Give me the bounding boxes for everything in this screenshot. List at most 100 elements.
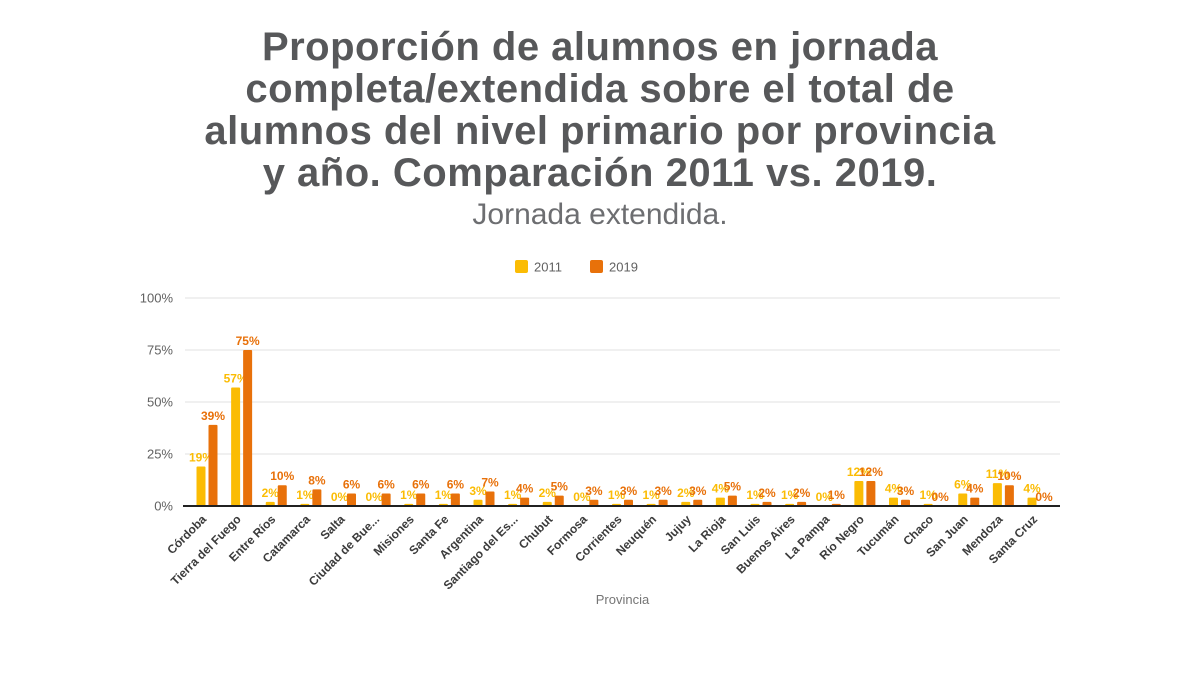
- bar-2019: [797, 501, 807, 506]
- bar-label-2019: 0%: [1035, 490, 1053, 504]
- bar-label-2019: 6%: [447, 478, 465, 492]
- bar-2019: [762, 501, 772, 506]
- bar-chart-svg: 0%25%50%75%100%19%39%57%75%2%10%1%8%0%6%…: [140, 260, 1060, 607]
- bar-2019: [277, 485, 287, 506]
- bar-label-2011: 0%: [331, 490, 349, 504]
- bar-2011: [231, 387, 241, 506]
- bar-2019: [312, 489, 322, 506]
- chart-title: Proporción de alumnos en jornada complet…: [204, 25, 996, 195]
- legend-swatch-2019: [590, 260, 603, 273]
- bar-label-2019: 3%: [897, 484, 915, 498]
- bar-2011: [958, 493, 968, 506]
- bar-label-2019: 75%: [236, 334, 260, 348]
- y-tick-label: 0%: [154, 499, 173, 514]
- bar-label-2019: 39%: [201, 409, 225, 423]
- bar-label-2019: 5%: [551, 480, 569, 494]
- bar-2019: [243, 350, 253, 506]
- bar-label-2011: 12%: [847, 465, 871, 479]
- bar-2019: [589, 499, 599, 506]
- bar-label-2011: 2%: [539, 486, 557, 500]
- bar-2019: [727, 495, 737, 506]
- bar-2019: [450, 493, 460, 506]
- bar-label-2019: 1%: [828, 488, 846, 502]
- bar-2011: [1027, 497, 1037, 506]
- bar-2019: [416, 493, 426, 506]
- bar-label-2019: 4%: [966, 482, 984, 496]
- bar-label-2019: 6%: [377, 478, 395, 492]
- bar-2019: [970, 497, 980, 506]
- bar-2019: [347, 493, 356, 506]
- bar-label-2019: 3%: [689, 484, 707, 498]
- bar-label-2019: 8%: [308, 473, 326, 487]
- title-block: Proporción de alumnos en jornada complet…: [0, 0, 1200, 232]
- legend-swatch-2011: [515, 260, 528, 273]
- bar-label-2019: 3%: [620, 484, 638, 498]
- bar-label-2011: 1%: [296, 488, 314, 502]
- bar-label-2019: 2%: [793, 486, 811, 500]
- bar-2019: [381, 493, 391, 506]
- chart-subtitle: Jornada extendida.: [472, 198, 728, 231]
- bar-label-2019: 2%: [758, 486, 776, 500]
- bar-2019: [866, 481, 876, 506]
- bar-label-2011: 4%: [885, 482, 903, 496]
- bar-label-2019: 12%: [859, 465, 883, 479]
- bar-label-2011: 1%: [504, 488, 522, 502]
- bar-label-2019: 7%: [481, 475, 499, 489]
- bar-2011: [196, 466, 206, 506]
- bar-label-2011: 57%: [224, 371, 248, 385]
- x-axis-title: Provincia: [596, 592, 650, 607]
- bar-label-2019: 3%: [585, 484, 603, 498]
- bar-2011: [715, 497, 725, 506]
- bar-2011: [265, 501, 275, 506]
- bar-label-2019: 10%: [270, 469, 294, 483]
- bar-label-2011: 0%: [816, 490, 834, 504]
- bar-label-2011: 1%: [400, 488, 418, 502]
- bar-2011: [992, 483, 1002, 506]
- bar-label-2011: 1%: [781, 488, 799, 502]
- bar-label-2019: 3%: [654, 484, 672, 498]
- bar-2011: [473, 499, 483, 506]
- bar-label-2019: 5%: [724, 480, 742, 494]
- bar-2019: [1004, 485, 1014, 506]
- x-tick-label: Jujuy: [662, 512, 694, 544]
- bar-label-2019: 0%: [931, 490, 949, 504]
- bar-label-2011: 0%: [573, 490, 591, 504]
- bar-label-2011: 6%: [954, 478, 972, 492]
- y-tick-label: 75%: [147, 343, 173, 358]
- bar-2011: [542, 501, 552, 506]
- bar-label-2011: 1%: [435, 488, 453, 502]
- bar-label-2019: 6%: [412, 478, 430, 492]
- bar-2019: [554, 495, 564, 506]
- bar-label-2011: 0%: [365, 490, 383, 504]
- bar-2019: [693, 499, 703, 506]
- bar-2019: [901, 499, 910, 506]
- bar-label-2011: 1%: [642, 488, 660, 502]
- bar-2011: [854, 481, 864, 506]
- bar-2019: [208, 424, 218, 506]
- bar-label-2011: 1%: [608, 488, 626, 502]
- bar-label-2011: 1%: [919, 488, 937, 502]
- bar-label-2019: 10%: [997, 469, 1021, 483]
- bar-label-2011: 2%: [677, 486, 695, 500]
- bar-label-2019: 6%: [343, 478, 361, 492]
- x-tick-label: Salta: [317, 512, 347, 542]
- bar-2019: [658, 499, 668, 506]
- y-tick-label: 50%: [147, 395, 173, 410]
- bar-label-2011: 19%: [189, 450, 213, 464]
- bar-label-2011: 4%: [712, 482, 730, 496]
- legend-label-2019: 2019: [609, 260, 638, 275]
- y-tick-label: 25%: [147, 447, 173, 462]
- legend-label-2011: 2011: [534, 260, 562, 275]
- y-tick-label: 100%: [140, 291, 174, 306]
- bar-2019: [624, 499, 633, 506]
- bar-label-2011: 11%: [986, 467, 1010, 481]
- bar-2019: [485, 491, 495, 506]
- bar-label-2011: 2%: [262, 486, 280, 500]
- bar-label-2011: 4%: [1023, 482, 1041, 496]
- bar-2011: [681, 501, 691, 506]
- bar-label-2011: 3%: [469, 484, 487, 498]
- bar-2011: [889, 497, 898, 506]
- bar-chart: 0% 25% 50% 75% 100% 19% 39% 57% 75% 2% 10% 1% 8% 0% 6%…: [130, 248, 1080, 620]
- bar-label-2011: 1%: [746, 488, 764, 502]
